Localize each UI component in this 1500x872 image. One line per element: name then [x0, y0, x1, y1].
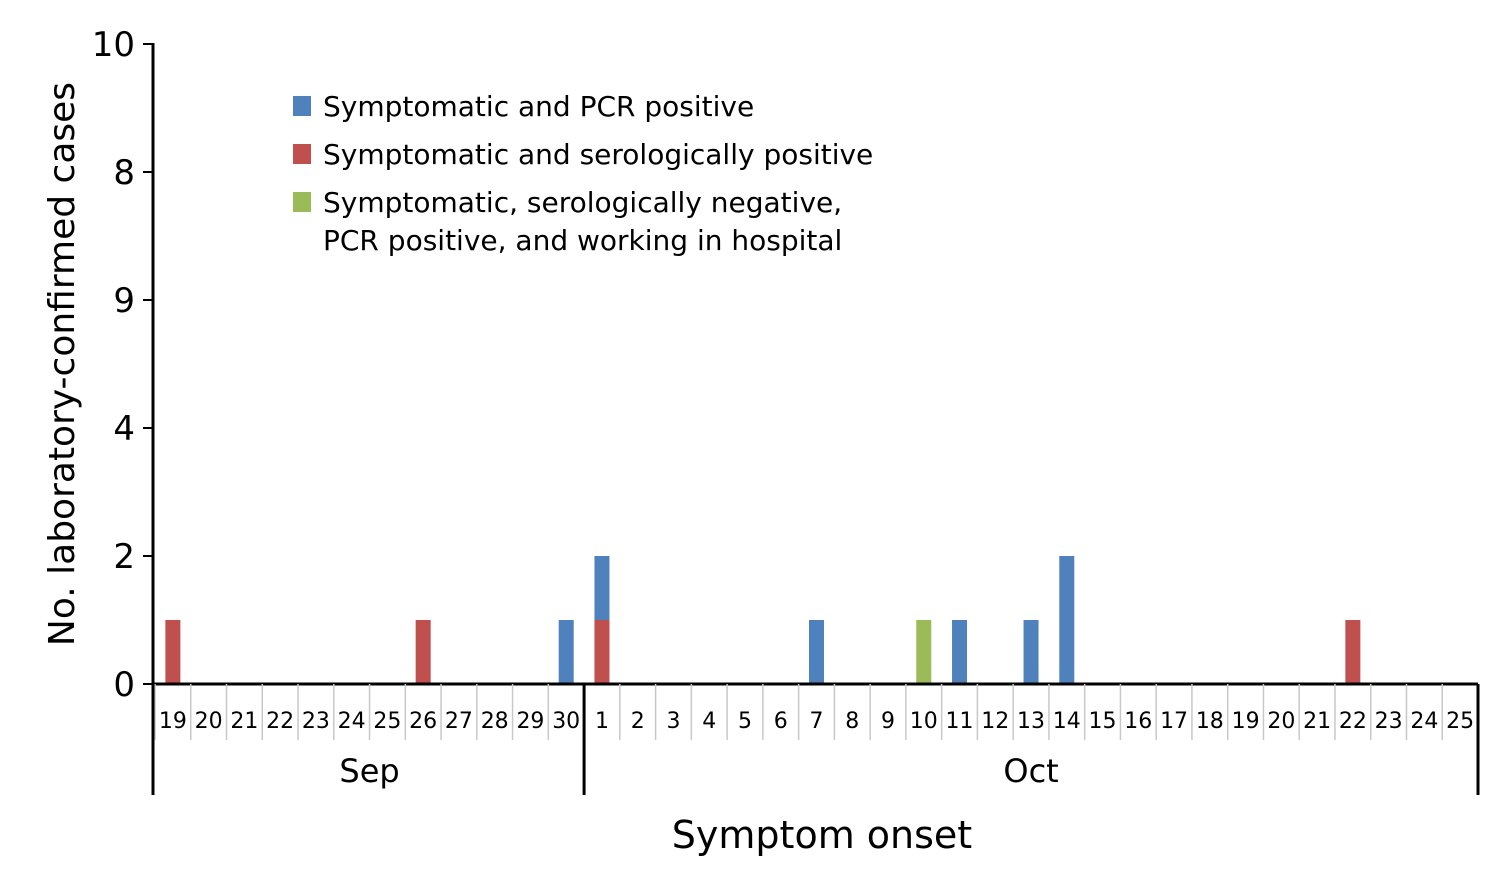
- legend-label: Symptomatic, serologically negative,: [323, 186, 842, 219]
- x-tick-label: 23: [302, 709, 330, 734]
- x-tick-label: 28: [481, 709, 509, 734]
- x-tick-label: 22: [266, 709, 294, 734]
- bars: [165, 556, 1360, 684]
- month-label: Sep: [339, 752, 399, 790]
- legend-label: Symptomatic and serologically positive: [323, 138, 873, 171]
- x-tick-label: 26: [409, 709, 437, 734]
- bar-serological: [1345, 620, 1360, 684]
- y-tick-label: 8: [113, 153, 135, 193]
- bar-pcr: [559, 620, 574, 684]
- x-tick-label: 12: [981, 709, 1009, 734]
- x-tick-label: 29: [516, 709, 544, 734]
- month-label: Oct: [1003, 752, 1058, 790]
- bar-serological: [594, 620, 609, 684]
- bar-pcr: [1059, 556, 1074, 684]
- x-tick-label: 9: [881, 709, 895, 734]
- x-tick-label: 8: [845, 709, 859, 734]
- x-tick-label: 1: [595, 709, 609, 734]
- legend-label: Symptomatic and PCR positive: [323, 90, 754, 123]
- x-tick-label: 25: [1446, 709, 1474, 734]
- x-tick-label: 16: [1124, 709, 1152, 734]
- x-tick-label: 6: [774, 709, 788, 734]
- legend-swatch: [293, 192, 311, 212]
- bar-pcr: [952, 620, 967, 684]
- x-tick-label: 24: [1410, 709, 1438, 734]
- bar-pcr: [809, 620, 824, 684]
- y-tick-label: 0: [113, 665, 135, 705]
- x-tick-label: 19: [159, 709, 187, 734]
- y-ticks: 0 2 4 9 8 10: [92, 25, 153, 705]
- x-tick-label: 10: [910, 709, 938, 734]
- x-tick-label: 11: [946, 709, 974, 734]
- x-tick-label: 25: [373, 709, 401, 734]
- y-tick-label: 2: [113, 537, 135, 577]
- x-tick-label: 19: [1232, 709, 1260, 734]
- y-tick-label: 10: [92, 25, 135, 65]
- x-tick-label: 5: [738, 709, 752, 734]
- bar-serological: [165, 620, 180, 684]
- legend: Symptomatic and PCR positive Symptomatic …: [293, 90, 873, 257]
- x-tick-label: 18: [1196, 709, 1224, 734]
- x-tick-label: 17: [1160, 709, 1188, 734]
- x-tick-label: 20: [195, 709, 223, 734]
- x-tick-label: 13: [1017, 709, 1045, 734]
- x-tick-label: 27: [445, 709, 473, 734]
- x-tick-label: 30: [552, 709, 580, 734]
- x-tick-label: 2: [631, 709, 645, 734]
- y-tick-label: 9: [113, 281, 135, 321]
- x-tick-label: 15: [1089, 709, 1117, 734]
- bar-hospital: [916, 620, 931, 684]
- x-tick-label: 21: [230, 709, 258, 734]
- chart: 0249810 19 20 21 22 23 24 25 26 27 28 29 30 1 2 3 4 5 6 7 8…: [0, 0, 1500, 872]
- x-tick-label: 24: [338, 709, 366, 734]
- x-axis: 19 20 21 22 23 24 25 26 27 28 29 30 1 2 3 4 5 6 7 8 9 10 11 12 1…: [153, 684, 1478, 795]
- x-tick-label: 3: [666, 709, 680, 734]
- x-tick-label: 7: [810, 709, 824, 734]
- x-tick-label: 22: [1339, 709, 1367, 734]
- legend-swatch: [293, 96, 311, 116]
- bar-serological: [416, 620, 431, 684]
- x-tick-label: 14: [1053, 709, 1081, 734]
- x-tick-label: 23: [1375, 709, 1403, 734]
- y-axis-label: No. laboratory-confirmed cases: [42, 82, 83, 646]
- bar-pcr: [594, 556, 609, 620]
- x-tick-label: 4: [702, 709, 716, 734]
- y-tick-label: 4: [113, 409, 135, 449]
- x-tick-label: 21: [1303, 709, 1331, 734]
- legend-swatch: [293, 144, 311, 164]
- bar-pcr: [1024, 620, 1039, 684]
- x-tick-label: 20: [1267, 709, 1295, 734]
- legend-label: PCR positive, and working in hospital: [323, 224, 842, 257]
- x-axis-label: Symptom onset: [672, 813, 972, 857]
